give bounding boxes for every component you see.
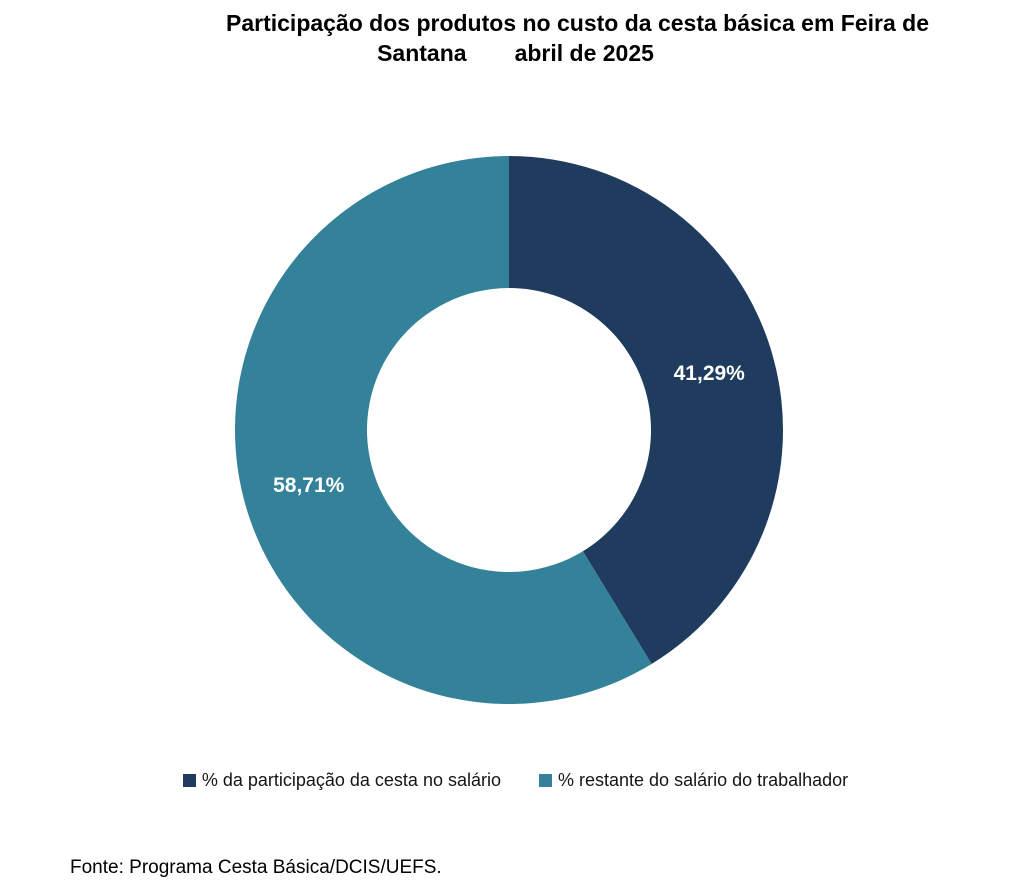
donut-chart: 41,29% 58,71% — [235, 156, 783, 704]
chart-title-line2: Santana abril de 2025 — [377, 38, 654, 68]
source-note: Fonte: Programa Cesta Básica/DCIS/UEFS. — [70, 857, 442, 878]
legend-label-cesta: % da participação da cesta no salário — [201, 770, 501, 790]
chart-title-line1: Participação dos produtos no custo da ce… — [226, 10, 929, 36]
data-label-1: 58,71% — [273, 474, 345, 498]
legend-swatch-restante — [539, 774, 552, 787]
legend: % da participação da cesta no salário % … — [0, 770, 1031, 791]
chart-title: Participação dos produtos no custo da ce… — [0, 8, 1031, 68]
data-label-0: 41,29% — [673, 361, 745, 385]
chart-title-line2-right: abril de 2025 — [514, 40, 654, 66]
donut-svg — [235, 156, 783, 704]
legend-swatch-cesta — [182, 774, 196, 787]
pie-slice-1 — [235, 156, 652, 704]
chart-title-line2-left: Santana — [377, 40, 467, 66]
legend-item-cesta: % da participação da cesta no salário — [182, 770, 501, 791]
legend-label-restante: % restante do salário do trabalhador — [558, 770, 849, 790]
pie-slice-0 — [509, 156, 783, 664]
legend-item-restante: % restante do salário do trabalhador — [539, 770, 848, 791]
